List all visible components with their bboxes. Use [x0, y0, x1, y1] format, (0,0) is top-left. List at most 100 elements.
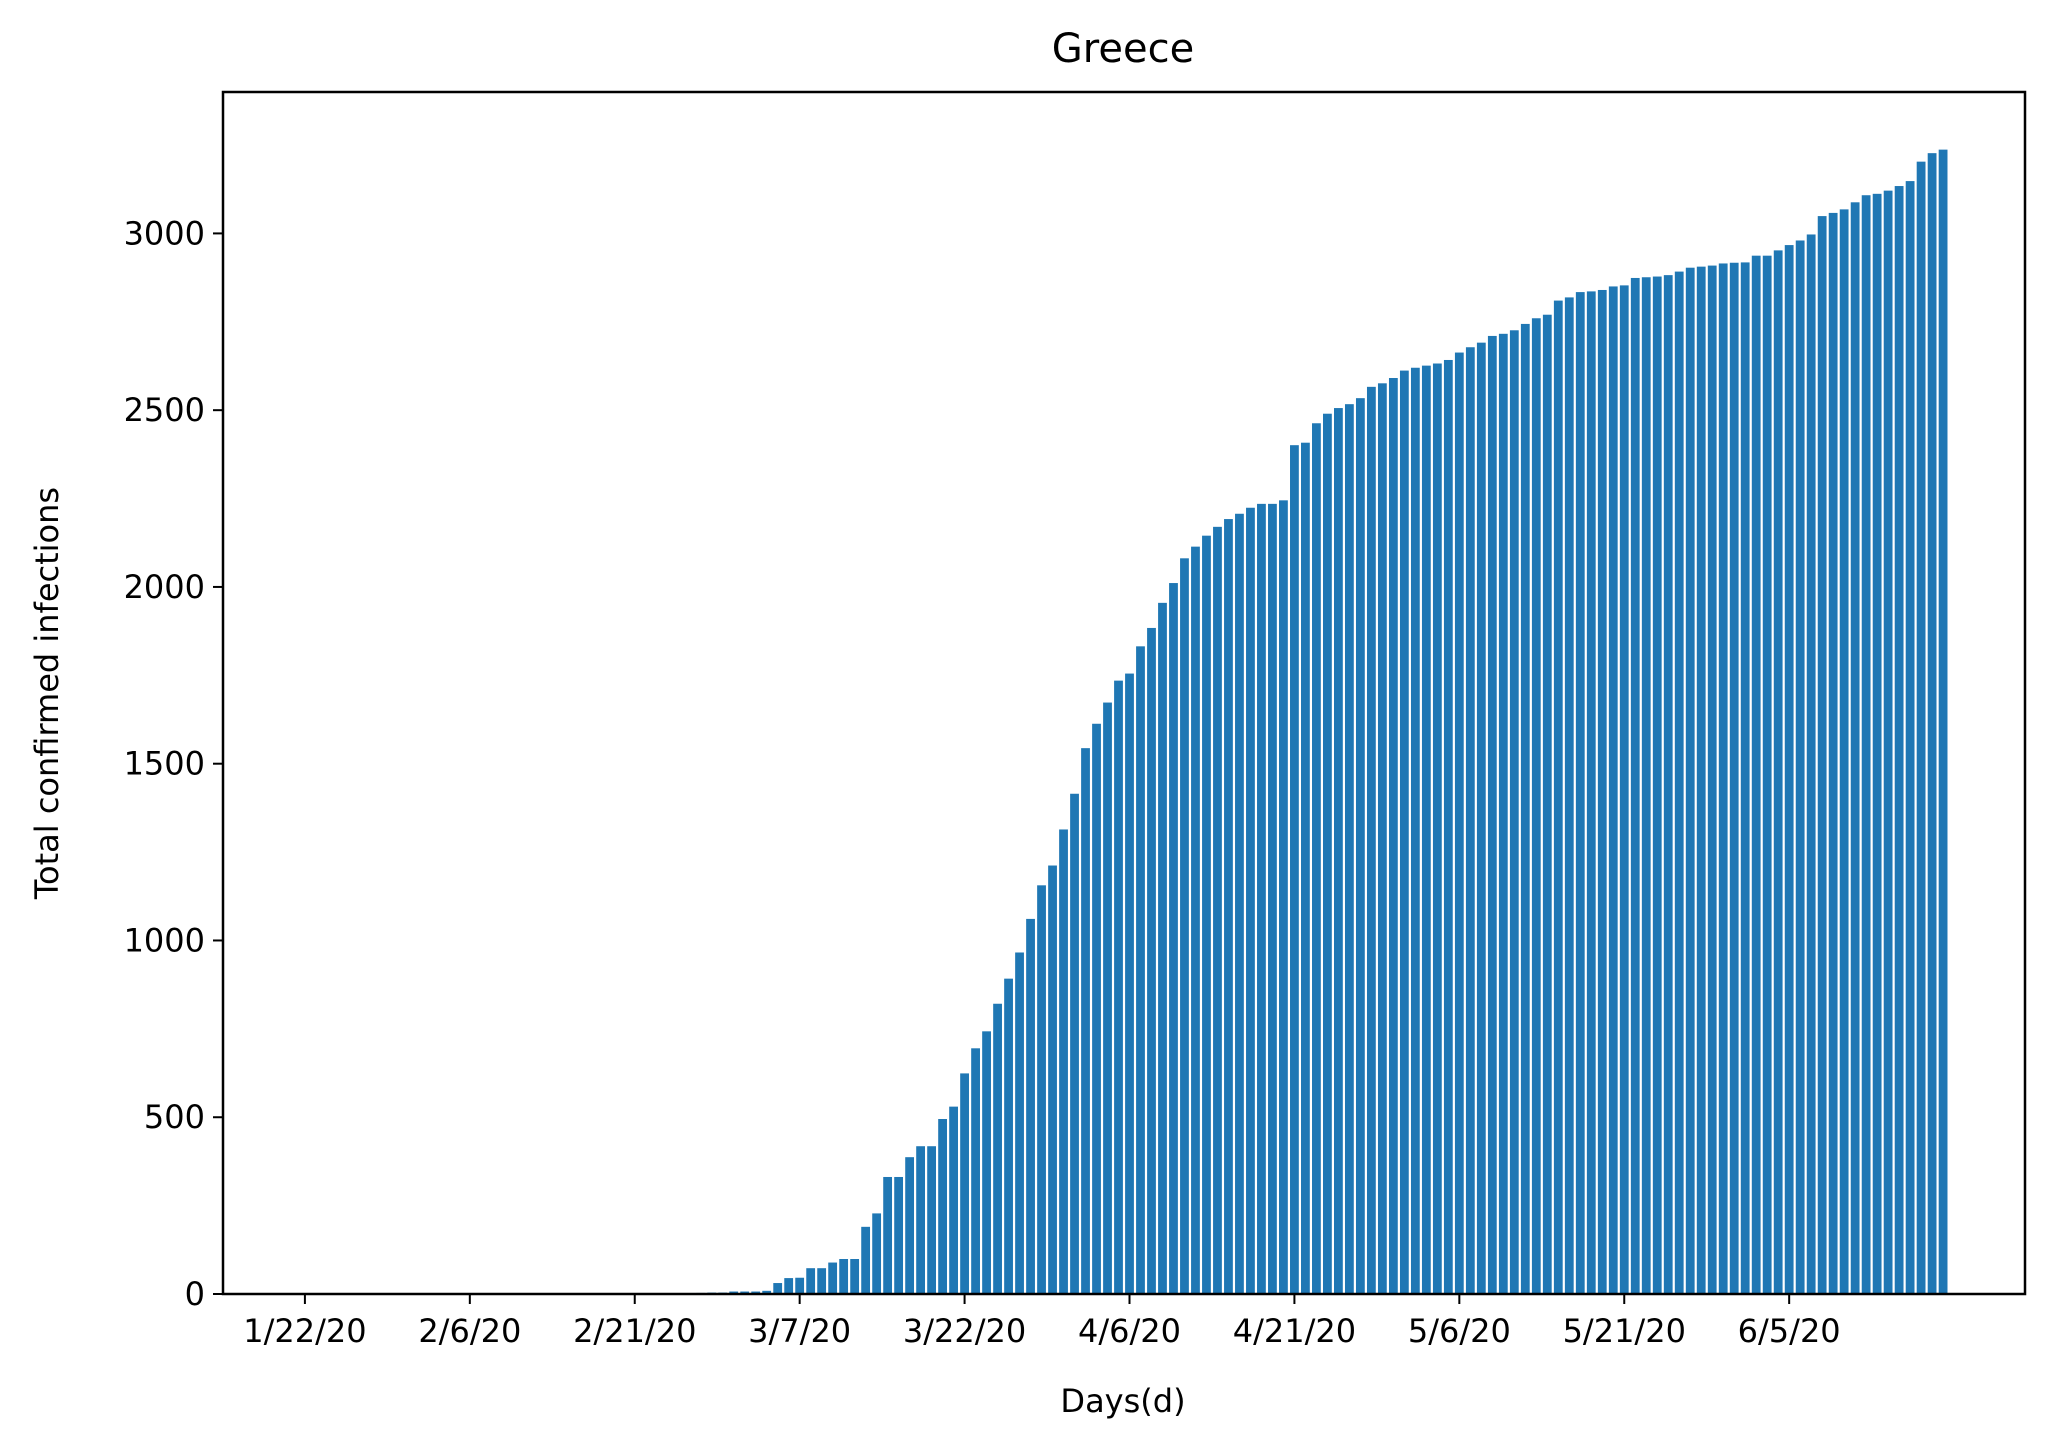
x-axis-title: Days(d): [1060, 1382, 1185, 1420]
bar: [861, 1226, 871, 1294]
bar: [1366, 386, 1376, 1295]
bar: [1432, 363, 1442, 1294]
bar: [1575, 292, 1585, 1295]
bar: [1696, 266, 1706, 1294]
bar: [1213, 526, 1222, 1294]
y-tick-label: 500: [144, 1098, 205, 1136]
bar: [762, 1290, 772, 1294]
x-tick-label: 3/7/20: [748, 1312, 851, 1350]
bar: [1312, 423, 1321, 1294]
bar: [1169, 583, 1178, 1294]
bar: [1180, 558, 1189, 1294]
y-axis: 0 500 1000 1500 2000 2500 3000: [124, 214, 223, 1313]
chart-title: Greece: [1052, 26, 1194, 72]
bar: [1619, 285, 1629, 1294]
bar: [982, 1031, 991, 1294]
bar: [1377, 383, 1387, 1294]
bar: [1235, 513, 1244, 1294]
bar: [1081, 748, 1090, 1294]
bar: [1279, 500, 1288, 1295]
x-tick-label: 3/22/20: [903, 1312, 1026, 1350]
bar: [1597, 289, 1607, 1295]
bar: [1663, 275, 1673, 1294]
bar: [1850, 202, 1860, 1294]
bar: [1762, 255, 1772, 1295]
bar: [1136, 646, 1145, 1294]
bar: [1839, 209, 1849, 1294]
x-tick-label: 2/21/20: [573, 1312, 696, 1350]
y-tick-label: 0: [185, 1275, 205, 1313]
bar: [1872, 193, 1882, 1294]
bar: [817, 1268, 827, 1294]
bar: [1026, 918, 1035, 1294]
bar: [784, 1278, 794, 1294]
bar: [1290, 445, 1299, 1294]
bar: [1916, 161, 1926, 1294]
bar: [1224, 519, 1233, 1294]
bar: [1344, 404, 1354, 1294]
bar-series: [685, 149, 1948, 1295]
bar: [1707, 265, 1717, 1295]
bar: [1498, 333, 1508, 1294]
bar: [905, 1157, 915, 1294]
bar: [1740, 262, 1750, 1294]
bar: [1454, 352, 1464, 1294]
bar: [1388, 378, 1398, 1294]
bar: [1191, 546, 1200, 1294]
bar: [883, 1176, 893, 1294]
bar: [795, 1277, 805, 1294]
y-tick-label: 1000: [124, 921, 205, 959]
bar: [894, 1176, 904, 1294]
bar: [938, 1119, 947, 1294]
x-tick-label: 2/6/20: [418, 1312, 521, 1350]
y-tick-label: 1500: [124, 745, 205, 783]
bar: [1202, 535, 1211, 1294]
bar: [1465, 347, 1475, 1294]
bar: [927, 1146, 936, 1294]
bar: [1268, 503, 1277, 1294]
bar: [1487, 335, 1497, 1294]
y-tick-label: 2000: [124, 568, 205, 606]
x-tick-label: 6/5/20: [1738, 1312, 1841, 1350]
bar: [993, 1003, 1002, 1294]
bar: [1531, 318, 1541, 1294]
bar: [1652, 276, 1662, 1294]
bar: [1905, 181, 1915, 1295]
bar: [1520, 323, 1530, 1294]
bar: [1443, 359, 1453, 1295]
bar: [1048, 865, 1057, 1294]
bar: [872, 1213, 882, 1294]
bar: [1015, 952, 1024, 1294]
bar: [960, 1073, 969, 1294]
bar: [1246, 507, 1255, 1294]
bar: [1685, 267, 1695, 1295]
bar: [1334, 408, 1343, 1294]
bar: [1729, 262, 1739, 1294]
bar: [1553, 300, 1563, 1295]
bar: [1092, 723, 1101, 1294]
bar: [949, 1106, 958, 1294]
bar: [806, 1268, 816, 1294]
bar: [1586, 291, 1596, 1294]
bar: [1718, 263, 1728, 1295]
x-tick-label: 4/21/20: [1233, 1312, 1356, 1350]
bar: [1883, 190, 1893, 1294]
bar: [1476, 342, 1486, 1294]
bar: [1509, 330, 1519, 1294]
bar: [1828, 212, 1838, 1294]
bar: [1542, 314, 1552, 1295]
bar: [1004, 978, 1013, 1294]
bar: [916, 1146, 925, 1294]
bar: [1806, 234, 1816, 1295]
bar: [1399, 370, 1409, 1295]
bar: [1861, 195, 1871, 1295]
bar: [1564, 297, 1574, 1294]
x-tick-label: 4/6/20: [1078, 1312, 1181, 1350]
bar: [1795, 240, 1805, 1295]
bar: [1927, 153, 1937, 1294]
bar: [1784, 245, 1794, 1295]
bar: [1773, 250, 1783, 1294]
bar: [971, 1048, 980, 1294]
x-tick-label: 1/22/20: [243, 1312, 366, 1350]
